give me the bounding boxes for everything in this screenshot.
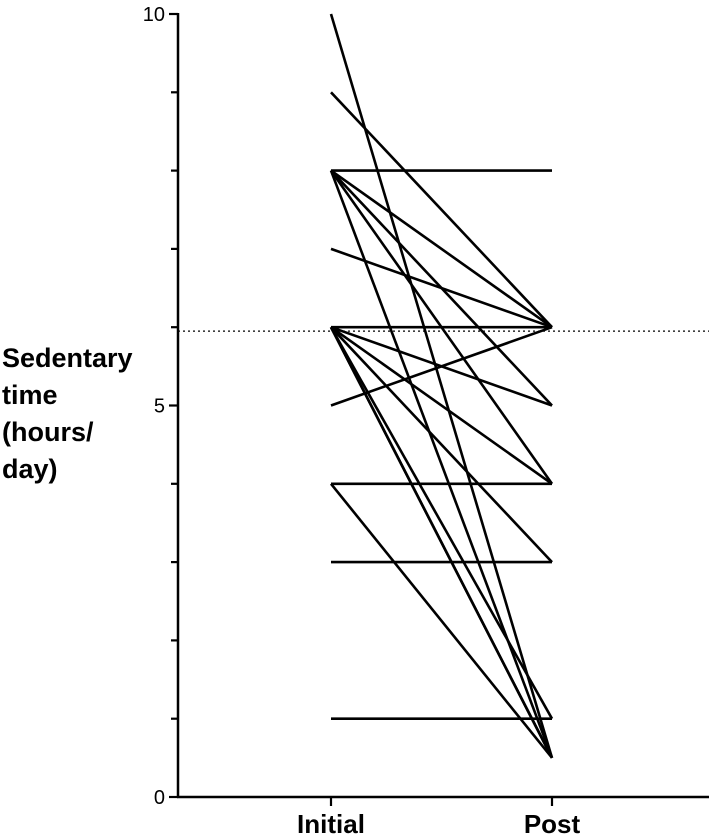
y-axis-label-line: time — [2, 380, 58, 410]
y-axis-label-line: (hours/ — [2, 417, 94, 447]
y-axis-label-line: Sedentary — [2, 343, 133, 373]
series-line — [329, 170, 554, 759]
y-axis-label: Sedentary time (hours/ day) — [2, 340, 172, 488]
series-line — [330, 169, 553, 329]
series-line — [330, 325, 553, 407]
series-line — [329, 326, 554, 759]
y-axis-label-line: day) — [2, 454, 58, 484]
series-line — [330, 91, 553, 329]
y-tick-label: 0 — [154, 787, 165, 809]
series-line — [330, 326, 553, 563]
series-layer — [329, 13, 554, 759]
x-tick-label: Initial — [297, 809, 365, 839]
x-tick-label: Post — [524, 809, 581, 839]
series-line — [330, 247, 553, 329]
y-tick-label: 10 — [143, 4, 165, 26]
series-line — [330, 326, 553, 485]
y-tick-label: 5 — [154, 396, 165, 418]
series-line — [329, 13, 554, 759]
series-line — [329, 482, 554, 759]
axis-layer: 0 5 10 Initial Post — [143, 4, 709, 839]
